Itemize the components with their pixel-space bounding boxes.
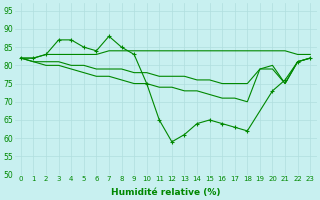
X-axis label: Humidité relative (%): Humidité relative (%) bbox=[111, 188, 220, 197]
